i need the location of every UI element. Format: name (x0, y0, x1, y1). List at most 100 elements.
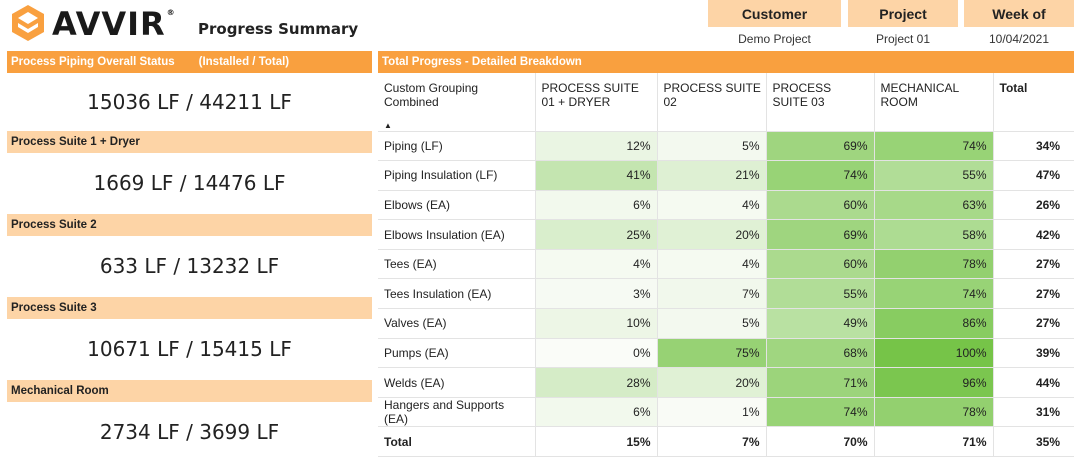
progress-cell: 68% (766, 338, 875, 369)
total-row-label: Total (378, 426, 536, 458)
column-header-mechanical-room[interactable]: MECHANICAL ROOM (874, 73, 994, 132)
grand-total-cell: 35% (993, 426, 1074, 458)
section-value-process-suite-2: 633 LF / 13232 LF (99, 254, 280, 278)
column-header-process-suite-01[interactable]: PROCESS SUITE 01 + DRYER (535, 73, 658, 132)
table-row: Welds (EA) 28% 20% 71% 96% 44% (378, 367, 1074, 398)
progress-cell: 78% (874, 249, 994, 280)
row-total-cell: 27% (993, 308, 1074, 339)
section-value-process-suite-3: 10671 LF / 15415 LF (87, 337, 292, 361)
table-row: Elbows (EA) 6% 4% 60% 63% 26% (378, 190, 1074, 221)
progress-cell: 4% (657, 190, 767, 221)
progress-cell: 20% (657, 367, 767, 398)
page-title: Progress Summary (198, 20, 359, 38)
row-label: Hangers and Supports (EA) (378, 397, 536, 428)
brand-logo: AVVIR® (10, 3, 176, 43)
total-row-cell: 15% (535, 426, 658, 458)
row-label: Piping (LF) (378, 131, 536, 162)
progress-cell: 12% (535, 131, 658, 162)
total-row-cell: 70% (766, 426, 875, 458)
progress-cell: 4% (535, 249, 658, 280)
project-value: Project 01 (875, 31, 931, 46)
progress-cell: 21% (657, 160, 767, 191)
row-total-cell: 26% (993, 190, 1074, 221)
progress-cell: 60% (766, 249, 875, 280)
section-value-mechanical-room: 2734 LF / 3699 LF (99, 420, 280, 444)
progress-cell: 20% (657, 219, 767, 250)
column-header-grouping[interactable]: Custom Grouping Combined ▲ (378, 73, 536, 132)
row-label: Elbows (EA) (378, 190, 536, 221)
week-of-value: 10/04/2021 (988, 31, 1050, 46)
overall-status-value: 15036 LF / 44211 LF (87, 90, 292, 114)
row-label: Valves (EA) (378, 308, 536, 339)
row-total-cell: 47% (993, 160, 1074, 191)
detailed-breakdown-panel: Total Progress - Detailed Breakdown Cust… (378, 51, 1074, 458)
progress-cell: 74% (874, 278, 994, 310)
overall-status-title: Process Piping Overall Status (Installed … (7, 51, 372, 73)
breakdown-table: Custom Grouping Combined ▲ PROCESS SUITE… (378, 73, 1074, 458)
brand-name: AVVIR® (52, 5, 176, 43)
row-label: Tees (EA) (378, 249, 536, 280)
table-row: Tees (EA) 4% 4% 60% 78% 27% (378, 249, 1074, 280)
table-row: Tees Insulation (EA) 3% 7% 55% 74% 27% (378, 278, 1074, 310)
progress-cell: 25% (535, 219, 658, 250)
customer-value: Demo Project (738, 31, 811, 46)
row-total-cell: 44% (993, 367, 1074, 398)
section-label-process-suite-1: Process Suite 1 + Dryer (7, 131, 372, 153)
progress-cell: 7% (657, 278, 767, 310)
progress-cell: 55% (874, 160, 994, 191)
progress-cell: 0% (535, 338, 658, 369)
row-total-cell: 39% (993, 338, 1074, 369)
sort-up-icon[interactable]: ▲ (384, 121, 392, 130)
progress-cell: 96% (874, 367, 994, 398)
progress-cell: 1% (657, 397, 767, 428)
avvir-logo-icon (12, 5, 44, 41)
progress-cell: 69% (766, 131, 875, 162)
table-total-row: Total 15% 7% 70% 71% 35% (378, 426, 1074, 458)
progress-cell: 78% (874, 397, 994, 428)
row-total-cell: 34% (993, 131, 1074, 162)
row-total-cell: 42% (993, 219, 1074, 250)
customer-header: Customer (708, 0, 841, 27)
row-label: Piping Insulation (LF) (378, 160, 536, 191)
section-value-process-suite-1: 1669 LF / 14476 LF (93, 171, 286, 195)
table-row: Elbows Insulation (EA) 25% 20% 69% 58% 42% (378, 219, 1074, 250)
row-label: Elbows Insulation (EA) (378, 219, 536, 250)
row-label: Tees Insulation (EA) (378, 278, 536, 310)
table-row: Hangers and Supports (EA) 6% 1% 74% 78% 31% (378, 397, 1074, 428)
week-of-header: Week of (964, 0, 1074, 27)
table-row: Valves (EA) 10% 5% 49% 86% 27% (378, 308, 1074, 339)
progress-cell: 74% (874, 131, 994, 162)
progress-cell: 69% (766, 219, 875, 250)
progress-cell: 6% (535, 397, 658, 428)
section-label-mechanical-room: Mechanical Room (7, 380, 372, 402)
progress-cell: 75% (657, 338, 767, 369)
progress-cell: 4% (657, 249, 767, 280)
progress-cell: 6% (535, 190, 658, 221)
column-header-process-suite-03[interactable]: PROCESS SUITE 03 (766, 73, 875, 132)
row-label: Welds (EA) (378, 367, 536, 398)
progress-cell: 28% (535, 367, 658, 398)
row-total-cell: 31% (993, 397, 1074, 428)
project-header: Project (848, 0, 958, 27)
progress-cell: 63% (874, 190, 994, 221)
progress-cell: 100% (874, 338, 994, 369)
table-row: Piping (LF) 12% 5% 69% 74% 34% (378, 131, 1074, 162)
progress-cell: 5% (657, 308, 767, 339)
progress-cell: 74% (766, 397, 875, 428)
overall-status-panel: Process Piping Overall Status (Installed … (7, 51, 372, 463)
progress-cell: 3% (535, 278, 658, 310)
column-header-total[interactable]: Total (993, 73, 1074, 132)
progress-cell: 86% (874, 308, 994, 339)
progress-cell: 60% (766, 190, 875, 221)
progress-cell: 55% (766, 278, 875, 310)
column-header-process-suite-02[interactable]: PROCESS SUITE 02 (657, 73, 767, 132)
progress-cell: 5% (657, 131, 767, 162)
progress-cell: 49% (766, 308, 875, 339)
progress-cell: 10% (535, 308, 658, 339)
progress-cell: 41% (535, 160, 658, 191)
progress-cell: 71% (766, 367, 875, 398)
progress-cell: 58% (874, 219, 994, 250)
progress-cell: 74% (766, 160, 875, 191)
section-label-process-suite-3: Process Suite 3 (7, 297, 372, 319)
section-label-process-suite-2: Process Suite 2 (7, 214, 372, 236)
